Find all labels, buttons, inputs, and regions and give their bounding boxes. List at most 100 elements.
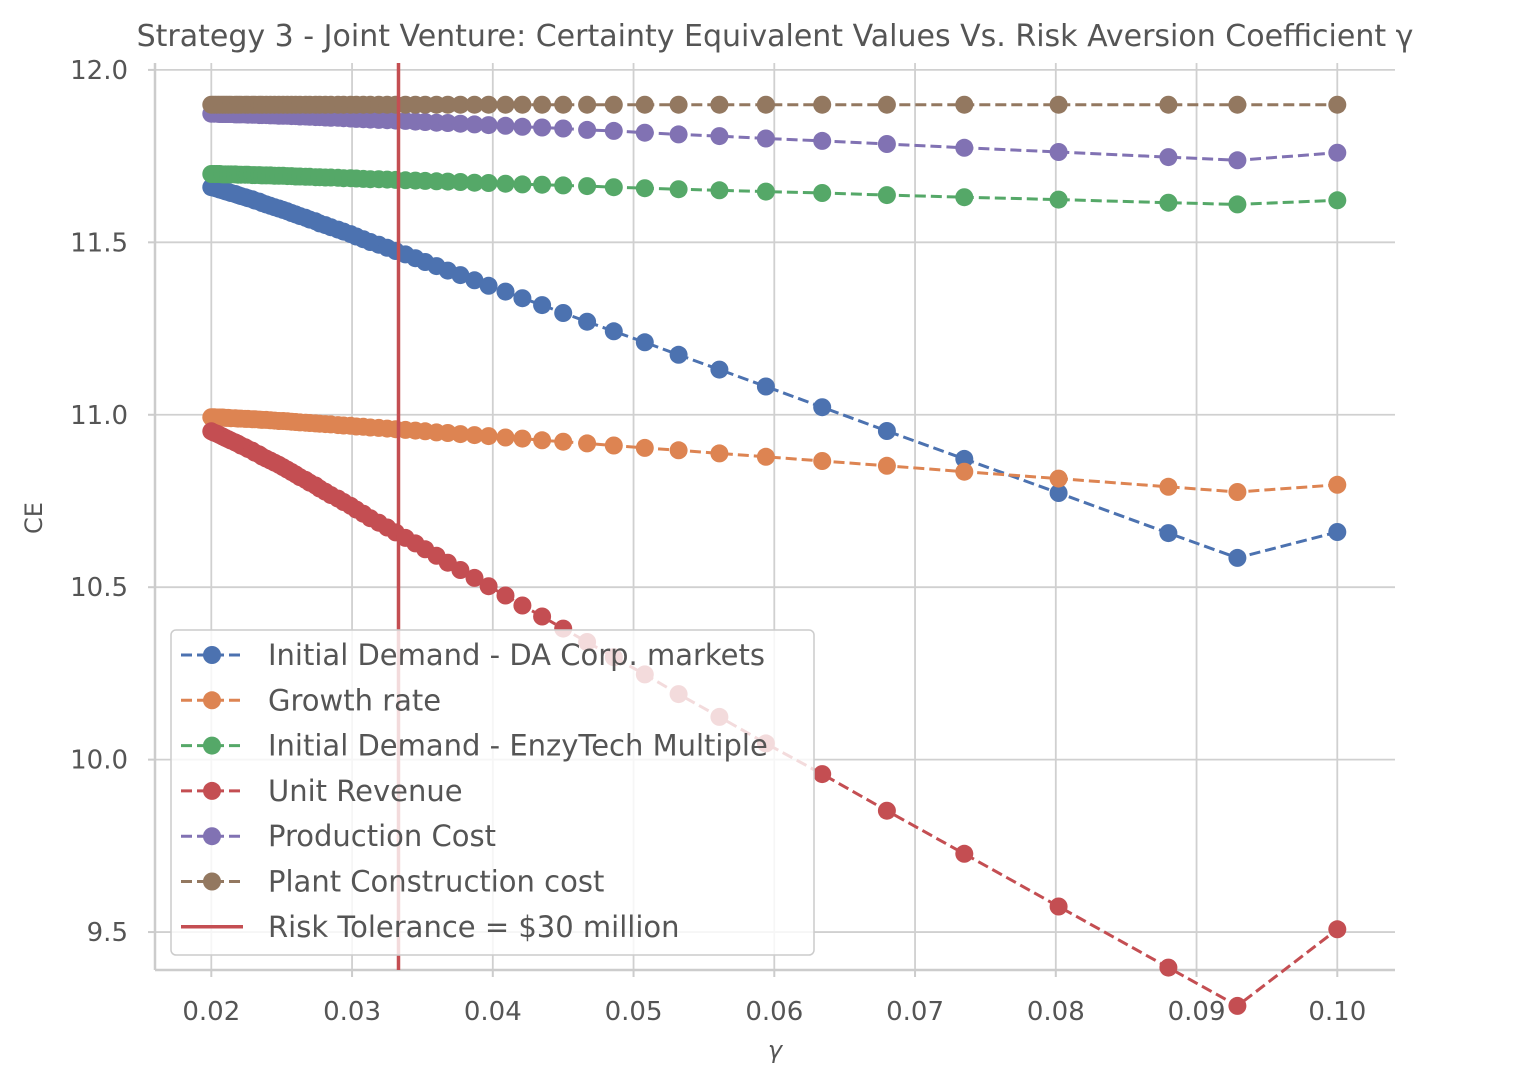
series-1	[202, 178, 1347, 567]
data-point	[513, 289, 532, 308]
data-point	[578, 120, 597, 139]
data-point	[604, 322, 623, 341]
data-point	[438, 95, 457, 114]
data-point	[955, 188, 974, 207]
x-axis-label: γ	[768, 1036, 784, 1064]
data-point	[496, 282, 515, 301]
data-point	[465, 95, 484, 114]
data-point	[451, 561, 470, 579]
data-point	[635, 95, 654, 114]
data-point	[451, 266, 470, 285]
legend-marker	[203, 691, 221, 710]
data-point	[513, 596, 532, 615]
legend-label: Risk Tolerance = $30 million	[268, 910, 680, 944]
data-point	[578, 177, 597, 196]
data-point	[1228, 95, 1247, 114]
legend-marker	[203, 781, 221, 800]
legend-marker	[203, 827, 221, 846]
data-point	[1049, 484, 1068, 502]
y-axis-label: CE	[20, 502, 48, 534]
data-point	[669, 345, 688, 364]
data-point	[1328, 143, 1347, 162]
data-point	[578, 95, 597, 114]
data-point	[1159, 148, 1178, 167]
data-point	[465, 173, 484, 192]
data-point	[451, 95, 470, 114]
y-tick-label: 11.0	[70, 401, 128, 431]
y-tick-label: 9.5	[87, 918, 128, 948]
data-point	[1228, 548, 1247, 567]
data-point	[1159, 524, 1178, 543]
data-point	[813, 398, 832, 417]
data-point	[669, 180, 688, 199]
data-point	[635, 333, 654, 352]
data-point	[635, 123, 654, 142]
x-tick-label: 0.03	[323, 997, 381, 1027]
data-point	[710, 95, 729, 114]
data-point	[604, 121, 623, 140]
y-tick-label: 10.5	[70, 573, 128, 603]
data-point	[1228, 483, 1247, 501]
data-point	[496, 586, 515, 605]
data-point	[465, 568, 484, 587]
data-point	[710, 181, 729, 200]
data-point	[813, 765, 832, 784]
data-point	[1228, 996, 1247, 1015]
data-point	[496, 174, 515, 193]
data-point	[533, 607, 552, 626]
data-point	[604, 95, 623, 114]
data-point	[669, 441, 688, 460]
data-point	[1228, 151, 1247, 170]
data-point	[1049, 95, 1068, 114]
series-3	[202, 165, 1347, 214]
data-point	[1328, 191, 1347, 210]
legend-entry: Plant Construction cost	[181, 865, 604, 899]
data-point	[1159, 95, 1178, 114]
data-point	[1328, 523, 1347, 541]
data-point	[756, 129, 775, 148]
data-point	[533, 175, 552, 194]
data-point	[669, 125, 688, 144]
y-tick-labels: 9.5 10.0 10.5 11.0 11.5 12.0	[70, 56, 128, 948]
legend-label: Plant Construction cost	[268, 865, 604, 899]
data-point	[533, 95, 552, 114]
x-tick-label: 0.07	[886, 997, 944, 1027]
data-point	[877, 186, 896, 205]
data-point	[438, 172, 457, 191]
legend-entry: Unit Revenue	[181, 774, 463, 808]
series-2	[202, 408, 1347, 501]
legend-marker	[203, 736, 221, 755]
data-point	[451, 425, 470, 444]
data-point	[479, 95, 498, 114]
series-6	[202, 95, 1347, 114]
data-point	[451, 114, 470, 133]
legend-label: Initial Demand - DA Corp. markets	[268, 638, 765, 672]
data-point	[465, 271, 484, 290]
data-point	[554, 304, 573, 322]
data-point	[813, 184, 832, 202]
data-point	[496, 95, 515, 114]
data-point	[479, 276, 498, 295]
data-point	[479, 577, 498, 596]
data-point	[465, 426, 484, 445]
data-point	[513, 95, 532, 114]
x-tick-label: 0.06	[745, 997, 803, 1027]
data-point	[451, 173, 470, 191]
data-point	[1328, 475, 1347, 494]
legend-entry: Initial Demand - EnzyTech Multiple	[181, 729, 768, 763]
data-point	[554, 95, 573, 114]
data-point	[710, 444, 729, 463]
chart-title: Strategy 3 - Joint Venture: Certainty Eq…	[137, 19, 1414, 54]
data-point	[877, 135, 896, 153]
data-point	[479, 174, 498, 192]
data-point	[1159, 958, 1178, 977]
data-point	[1159, 193, 1178, 212]
data-point	[955, 449, 974, 468]
data-point	[756, 377, 775, 396]
data-point	[578, 312, 597, 331]
data-point	[756, 182, 775, 201]
x-tick-labels: 0.02 0.03 0.04 0.05 0.06 0.07 0.08 0.09 0.10	[182, 997, 1366, 1027]
data-point	[1049, 143, 1068, 161]
x-tick-label: 0.02	[182, 997, 240, 1027]
y-tick-label: 12.0	[70, 56, 128, 86]
